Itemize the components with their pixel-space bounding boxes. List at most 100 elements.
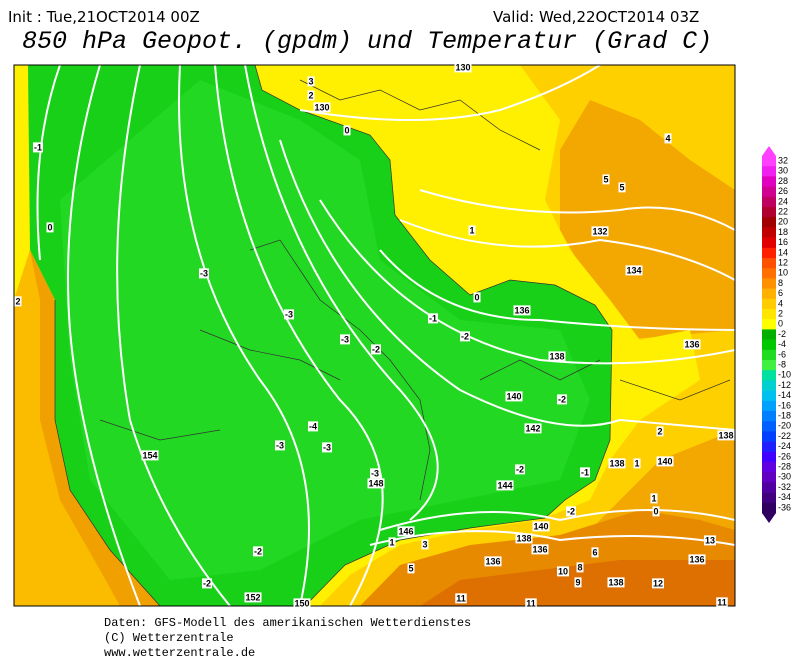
colorbar-swatch: [762, 329, 776, 340]
contour-label-text: 150: [294, 598, 309, 608]
colorbar-label: -4: [778, 339, 786, 349]
contour-label-text: 0: [47, 222, 52, 232]
contour-label-box: [198, 268, 210, 279]
colorbar-label: -16: [778, 400, 791, 410]
colorbar-swatch: [762, 207, 776, 218]
colorbar-swatch: [762, 421, 776, 432]
colorbar-label: 14: [778, 247, 788, 257]
contour-label: -1: [32, 142, 44, 153]
contour-label-box: [293, 598, 311, 609]
contour-label-box: [397, 526, 415, 537]
contour-label-text: -3: [276, 440, 284, 450]
contour-label: 5: [407, 563, 415, 574]
colorbar-label: 24: [778, 196, 788, 206]
contour-label-box: [252, 546, 264, 557]
contour-label-box: [683, 339, 701, 350]
contour-label-box: [574, 577, 582, 588]
light-green-area: [60, 80, 590, 580]
isohypse: [178, 65, 310, 606]
contour-label-text: 1: [651, 493, 656, 503]
contour-label-box: [716, 597, 728, 608]
contour-label-box: [369, 468, 381, 479]
contour-label: -4: [307, 421, 319, 432]
contour-label: 148: [367, 478, 385, 489]
contour-label: 140: [532, 521, 550, 532]
contour-label-text: 136: [689, 554, 704, 564]
contour-label-box: [283, 309, 295, 320]
colorbar-label: 12: [778, 257, 788, 267]
contour-label-text: 8: [577, 562, 582, 572]
contour-label: 9: [574, 577, 582, 588]
contour-label-box: [46, 222, 54, 233]
contour-label-text: 154: [142, 450, 157, 460]
contour-label: -3: [283, 309, 295, 320]
contour-label: 130: [454, 62, 472, 73]
contour-label-box: [201, 578, 213, 589]
colorbar: 32302826242220181614121086420-2-4-6-8-10…: [762, 146, 791, 523]
colorbar-label: -12: [778, 380, 791, 390]
colorbar-swatch: [762, 268, 776, 279]
isohypse: [116, 65, 231, 606]
colorbar-label: -34: [778, 492, 791, 502]
contour-label: -2: [252, 546, 264, 557]
contour-label-text: -2: [254, 546, 262, 556]
contour-label-box: [591, 547, 599, 558]
colorbar-label: 16: [778, 237, 788, 247]
colorbar-swatch: [762, 227, 776, 238]
contour-label-text: -2: [558, 394, 566, 404]
contour-label-box: [548, 351, 566, 362]
colorbar-swatch: [762, 472, 776, 483]
contour-label-text: 136: [684, 339, 699, 349]
isohypse: [67, 65, 141, 606]
contour-label-box: [656, 426, 664, 437]
contour-label: 1: [388, 537, 396, 548]
contour-label: 5: [602, 174, 610, 185]
contour-label-text: 3: [422, 539, 427, 549]
contour-label: -2: [201, 578, 213, 589]
contour-label-text: -4: [309, 421, 317, 431]
contour-label: -2: [459, 331, 471, 342]
colorbar-swatch: [762, 451, 776, 463]
contour-label-box: [484, 556, 502, 567]
contour-label-text: 4: [665, 133, 670, 143]
isohypse: [279, 139, 735, 431]
contour-label-box: [607, 577, 625, 588]
contour-label: 1: [468, 225, 476, 236]
contour-label: 1: [633, 458, 641, 469]
colorbar-label: -32: [778, 482, 791, 492]
colorbar-swatch: [762, 462, 776, 473]
contour-label-text: 138: [608, 577, 623, 587]
contour-label: 146: [397, 526, 415, 537]
colorbar-label: 10: [778, 268, 788, 278]
contour-label-box: [367, 478, 385, 489]
colorbar-label: -28: [778, 461, 791, 471]
contour-label-box: [427, 313, 439, 324]
isohypse: [36, 65, 61, 261]
contour-label-box: [32, 142, 44, 153]
contour-label-text: -1: [34, 142, 42, 152]
contour-label-box: [556, 394, 568, 405]
contour-label-text: 0: [653, 506, 658, 516]
colorbar-swatch: [762, 196, 776, 208]
colorbar-swatch: [762, 400, 776, 412]
contour-label-box: [633, 458, 641, 469]
contour-label-box: [531, 544, 549, 555]
colorbar-swatch: [762, 278, 776, 289]
contour-label: 8: [576, 562, 584, 573]
contour-label-box: [608, 458, 626, 469]
contour-label-box: [468, 225, 476, 236]
contour-label-text: 130: [455, 62, 470, 72]
contour-label-box: [388, 537, 396, 548]
colorbar-label: 8: [778, 278, 783, 288]
colorbar-label: 28: [778, 176, 788, 186]
contour-label: 152: [244, 592, 262, 603]
contour-label-text: 148: [368, 478, 383, 488]
contour-label-text: 130: [314, 102, 329, 112]
colorbar-label: -8: [778, 359, 786, 369]
contour-label-box: [307, 90, 315, 101]
contour-label-box: [307, 76, 315, 87]
colorbar-swatch: [762, 370, 776, 381]
contour-label-box: [618, 182, 626, 193]
contour-label: 0: [473, 292, 481, 303]
